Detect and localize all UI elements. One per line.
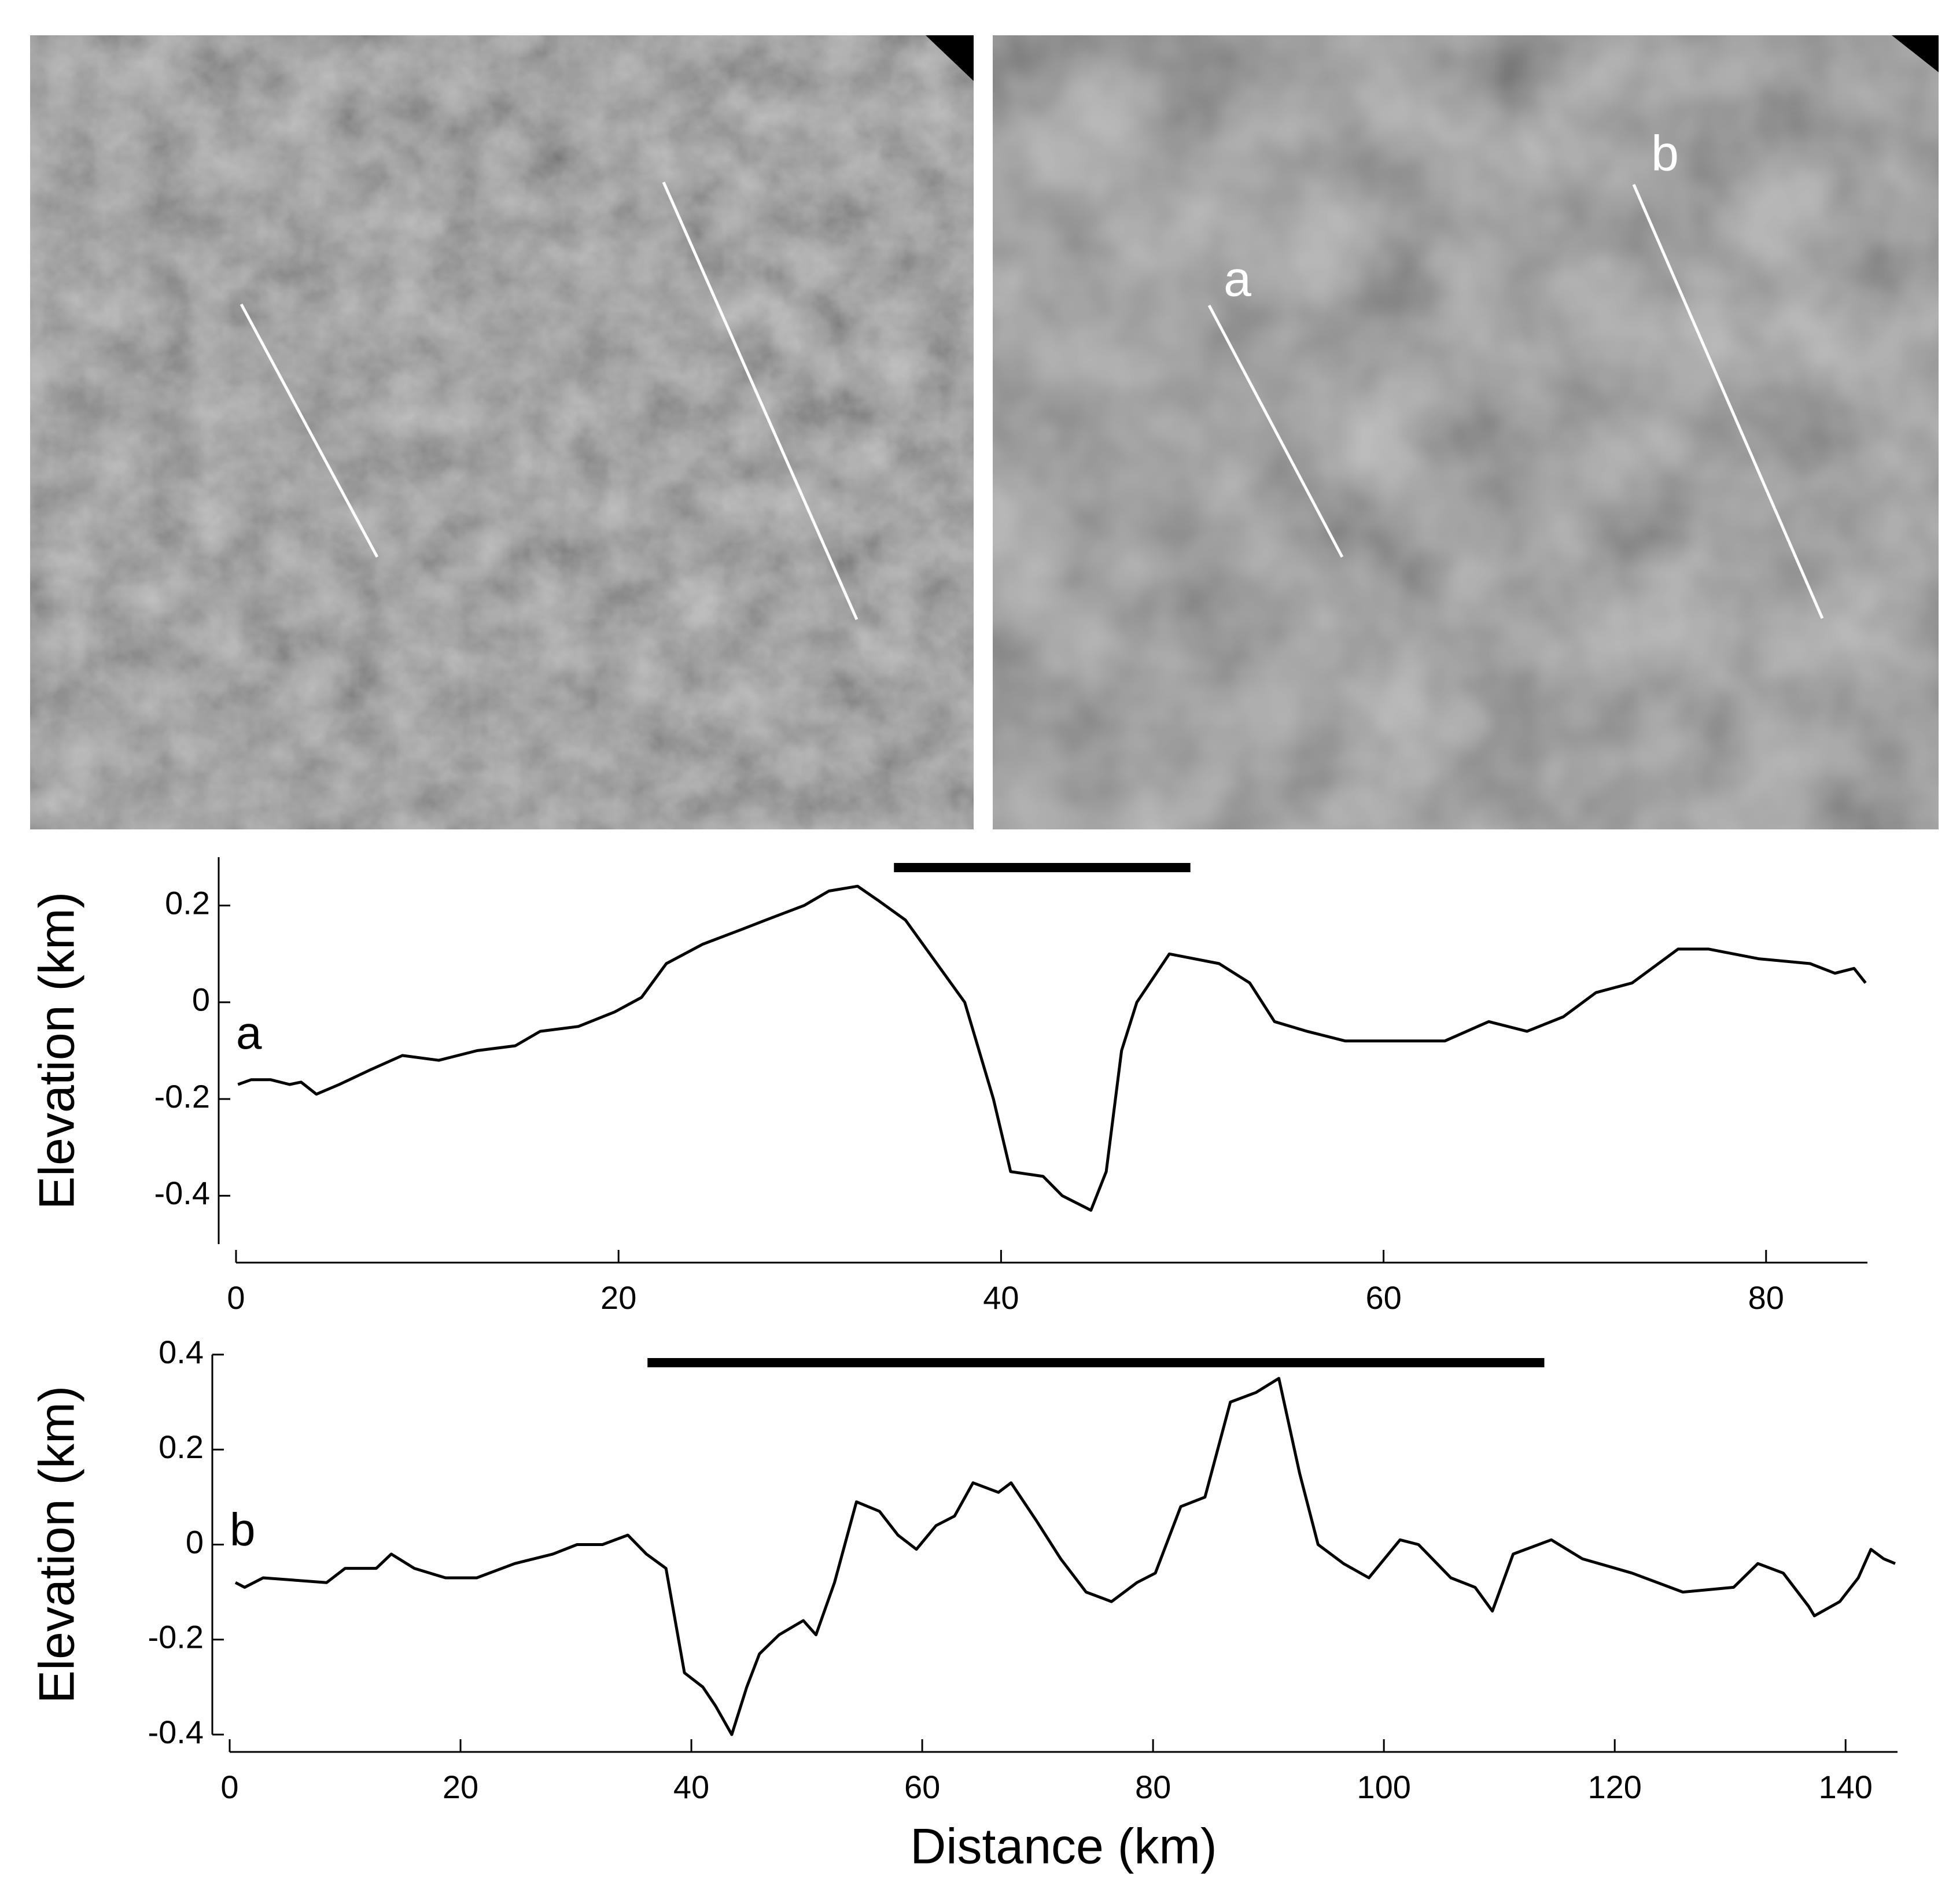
x-tick-label: 100 xyxy=(1357,1769,1410,1805)
y-tick-label: 0 xyxy=(186,1523,204,1560)
x-tick-label: 0 xyxy=(220,1769,238,1805)
profile-chart: -0.4 -0.2 0 0.2 0.4 0 20 40 60 80 100 120 140 Elevati… xyxy=(30,1334,1898,1875)
y-tick-label: 0.4 xyxy=(159,1334,204,1370)
left-image xyxy=(30,35,974,829)
y-tick-label: 0.2 xyxy=(165,884,210,921)
y-tick-label: -0.2 xyxy=(148,1619,204,1655)
y-axis-label: Elevation (km) xyxy=(30,1386,85,1704)
x-tick-label: 140 xyxy=(1818,1769,1872,1805)
x-tick-label: 40 xyxy=(983,1279,1019,1316)
y-tick-label: -0.2 xyxy=(154,1078,211,1115)
panel-label: b xyxy=(230,1504,256,1555)
y-tick-label: 0 xyxy=(192,982,210,1018)
y-tick-label: -0.4 xyxy=(154,1175,211,1211)
x-tick-label: 20 xyxy=(443,1769,478,1805)
right-image: a b xyxy=(993,35,1939,829)
profile-line xyxy=(234,1377,1896,1736)
x-tick-label: 0 xyxy=(227,1279,245,1316)
image-label: a xyxy=(1224,252,1251,307)
y-tick-label: -0.4 xyxy=(148,1714,204,1750)
profile-chart: -0.4 -0.2 0 0.2 0 20 40 60 80 Elevation (km) a xyxy=(30,857,1867,1316)
x-axis-label: Distance (km) xyxy=(910,1819,1217,1875)
x-tick-label: 60 xyxy=(1365,1279,1401,1316)
x-tick-label: 60 xyxy=(904,1769,940,1805)
x-tick-label: 80 xyxy=(1135,1769,1171,1805)
x-tick-label: 80 xyxy=(1748,1279,1784,1316)
x-tick-label: 120 xyxy=(1587,1769,1641,1805)
image-label: b xyxy=(1651,126,1679,182)
profile-line xyxy=(237,884,1867,1212)
x-tick-label: 20 xyxy=(600,1279,636,1316)
y-axis-label: Elevation (km) xyxy=(30,892,85,1210)
x-tick-label: 40 xyxy=(673,1769,709,1805)
y-tick-label: 0.2 xyxy=(159,1429,204,1465)
panel-label: a xyxy=(236,1007,262,1058)
